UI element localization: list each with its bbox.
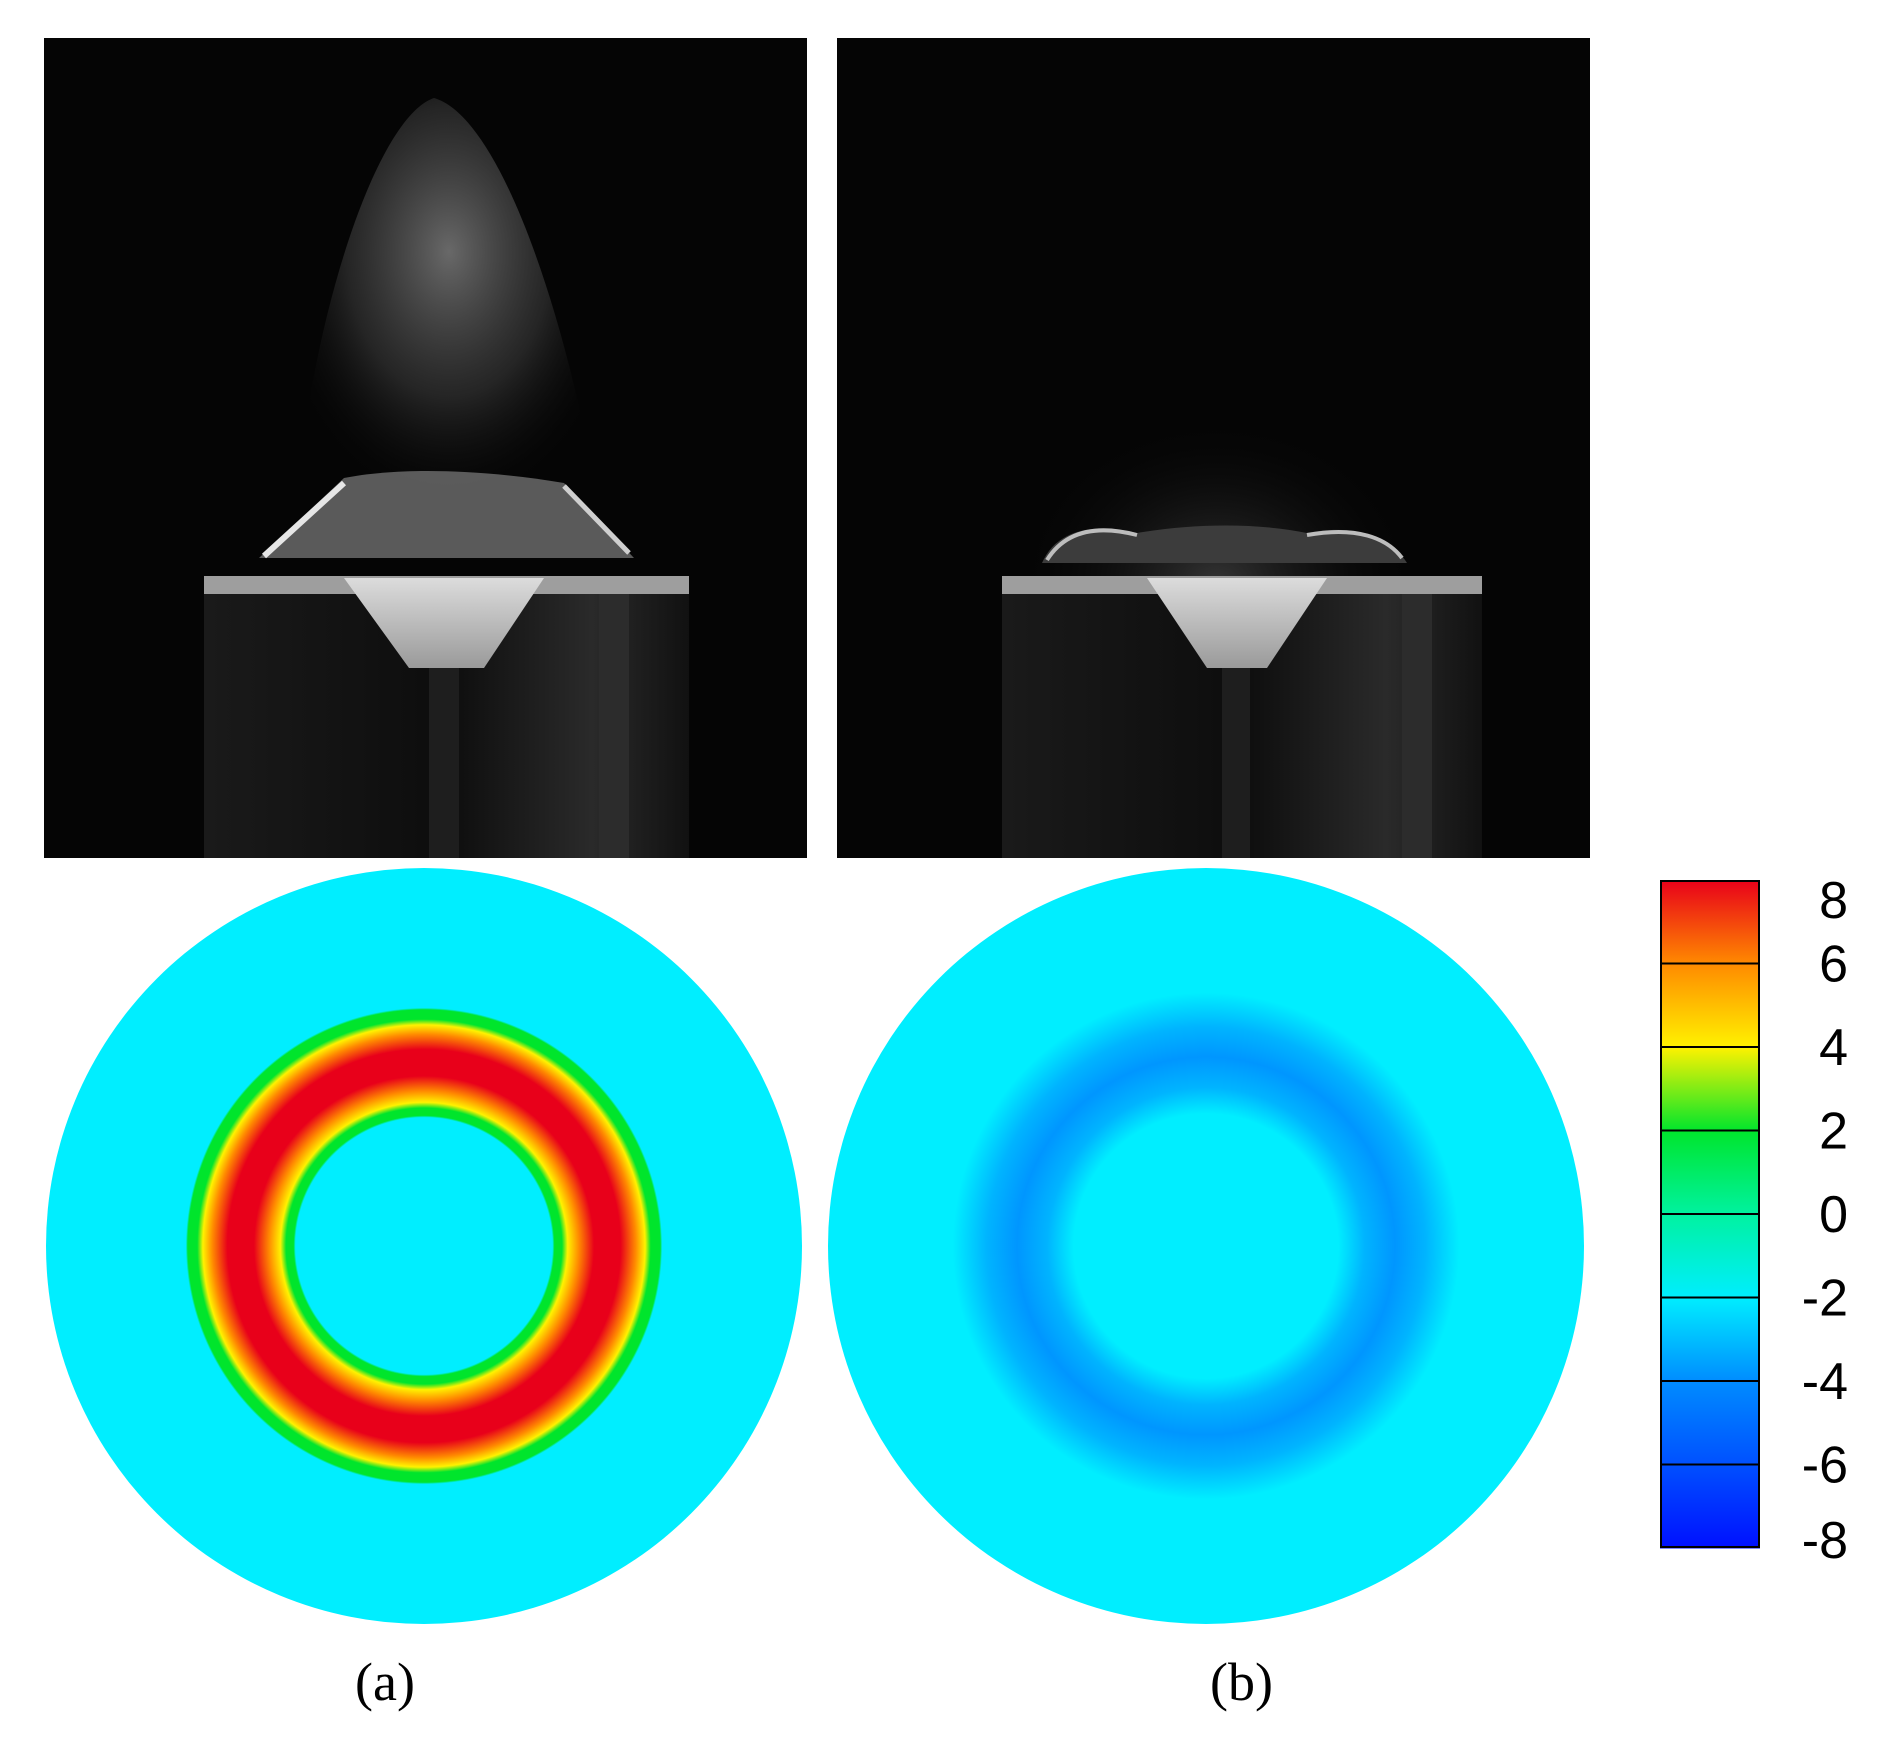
colorbar-segment — [1660, 1047, 1760, 1131]
colorbar: 8 6 4 2 0 -2 -4 -6 -8 — [1660, 872, 1850, 1570]
colorbar-segment — [1660, 1381, 1760, 1465]
colorbar-segment — [1660, 963, 1760, 1048]
colorbar-segment — [1660, 1464, 1760, 1549]
colorbar-tick-label: 0 — [1819, 1186, 1848, 1244]
panel-label-b: (b) — [1210, 1652, 1273, 1712]
contour-plot-a — [44, 866, 804, 1626]
colorbar-segment — [1660, 1297, 1760, 1382]
colorbar-segment — [1660, 1130, 1760, 1215]
colorbar-segment — [1660, 880, 1760, 964]
colorbar-tick-label: -4 — [1802, 1353, 1848, 1411]
colorbar-tick-label: 4 — [1819, 1019, 1848, 1077]
panel-label-a: (a) — [355, 1652, 415, 1712]
colorbar-frame — [1660, 880, 1760, 1548]
colorbar-segment — [1660, 1214, 1760, 1298]
colorbar-tick-label: -2 — [1802, 1270, 1848, 1328]
colorbar-tick-label: -6 — [1802, 1437, 1848, 1495]
colorbar-tick-label: 6 — [1819, 936, 1848, 994]
flame-photo-b — [837, 38, 1590, 858]
colorbar-tick-label: 2 — [1819, 1103, 1848, 1161]
colorbar-tick-label: 8 — [1819, 880, 1848, 930]
contour-plot-b — [826, 866, 1586, 1626]
flame-photo-a — [44, 38, 807, 858]
colorbar-tick-label: -8 — [1802, 1512, 1848, 1560]
